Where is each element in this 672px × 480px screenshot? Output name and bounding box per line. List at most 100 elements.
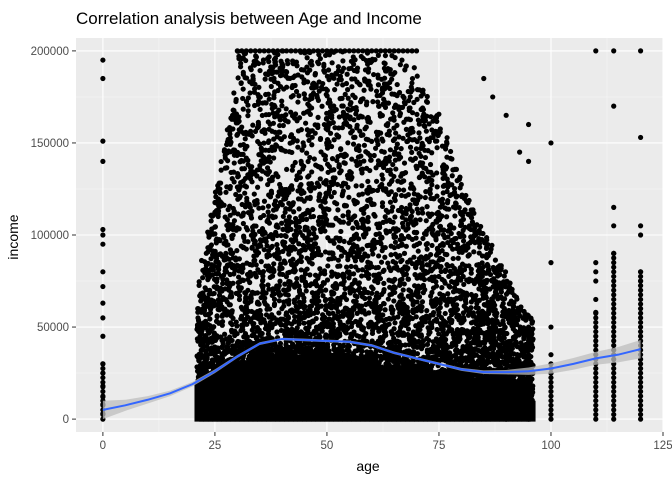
data-point [242,190,248,196]
data-point [339,193,345,199]
data-point [373,88,380,94]
data-point [326,206,332,213]
data-point [414,241,420,248]
data-point [254,252,260,258]
data-points [100,48,644,422]
data-point [280,63,286,69]
data-point [216,355,223,361]
data-point [388,252,394,258]
data-point [309,105,315,111]
data-point [468,270,474,276]
data-point [304,55,310,61]
data-point [379,148,385,154]
data-point [243,225,249,231]
data-point [378,241,384,247]
data-point [233,98,239,105]
data-point [261,247,267,253]
data-point [375,99,381,105]
data-point [463,300,469,306]
data-point [299,274,305,280]
data-point [388,71,394,77]
data-point [227,302,233,308]
data-point [209,262,215,268]
data-point [240,178,246,184]
data-point [403,211,409,217]
data-point [409,110,416,116]
data-point [415,305,421,311]
data-point [296,93,302,99]
data-point [249,262,255,268]
data-point [338,146,344,152]
data-point [405,309,411,315]
data-point [307,111,313,117]
data-point [275,203,281,210]
data-point [243,57,249,64]
data-point [257,163,263,169]
data-point [289,84,295,91]
data-point [419,206,425,212]
data-point [272,55,279,61]
data-point [234,323,240,329]
data-point [434,145,440,151]
data-point [361,158,367,164]
data-point [360,166,366,172]
data-point [361,142,368,148]
data-point [289,328,295,335]
data-point [244,143,250,149]
data-point [369,354,375,361]
data-point [359,273,365,279]
data-point [278,232,284,239]
data-point [460,273,466,280]
data-point [215,265,221,271]
data-point [277,266,283,273]
data-point [238,80,244,87]
data-point [381,280,387,286]
data-point [270,120,277,126]
data-point [277,181,283,188]
data-point [257,106,263,113]
data-point [288,247,294,253]
data-point [286,214,292,220]
data-point [369,290,375,296]
data-point [317,191,323,197]
data-point [273,142,279,148]
data-point [294,63,300,69]
data-point [436,343,442,349]
data-point [353,298,359,305]
data-point [328,305,335,311]
data-point [478,223,484,230]
data-point [382,329,389,336]
data-point [422,194,428,201]
data-point [307,282,313,288]
data-point [245,239,251,245]
data-point [351,331,357,337]
data-point [315,97,322,104]
data-point [203,320,209,327]
data-point [316,298,322,304]
data-point [274,329,280,335]
data-point [461,281,467,288]
data-point [262,295,268,301]
data-point [338,77,344,83]
data-point [405,265,411,271]
data-point [302,281,309,287]
data-point [343,296,350,303]
data-point [444,135,450,141]
data-point [379,112,385,119]
data-point [428,195,434,202]
data-point [387,147,393,153]
data-point [307,154,313,161]
data-point [208,242,215,248]
data-point [481,284,487,290]
data-point [280,68,286,74]
data-point [245,276,251,283]
data-point [296,169,303,175]
data-point [371,71,377,78]
data-point [347,114,353,120]
data-point [400,287,406,293]
data-point [361,224,367,230]
data-point [360,338,366,344]
data-point [400,224,406,230]
data-point [446,223,453,229]
data-point [392,70,398,76]
